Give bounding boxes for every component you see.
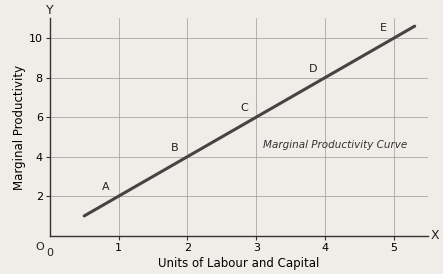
X-axis label: Units of Labour and Capital: Units of Labour and Capital (159, 257, 320, 270)
Text: O: O (35, 242, 44, 252)
Text: B: B (171, 143, 179, 153)
Text: 0: 0 (46, 248, 53, 258)
Text: Marginal Productivity Curve: Marginal Productivity Curve (263, 140, 408, 150)
Y-axis label: Marginal Productivity: Marginal Productivity (13, 64, 26, 190)
Text: A: A (102, 182, 110, 192)
Text: E: E (380, 23, 387, 33)
Text: C: C (240, 103, 248, 113)
Text: X: X (431, 229, 439, 242)
Text: D: D (309, 64, 317, 74)
Text: Y: Y (46, 4, 54, 17)
